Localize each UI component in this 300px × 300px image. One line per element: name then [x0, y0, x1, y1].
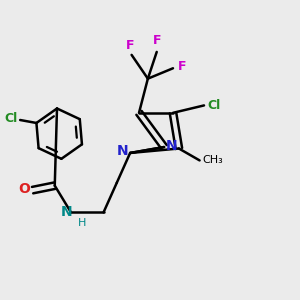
Text: Cl: Cl — [207, 99, 220, 112]
Text: O: O — [18, 182, 30, 196]
Text: F: F — [126, 39, 134, 52]
Text: F: F — [177, 60, 186, 73]
Text: Cl: Cl — [4, 112, 18, 125]
Text: N: N — [166, 139, 177, 152]
Text: CH₃: CH₃ — [202, 155, 223, 165]
Text: F: F — [152, 34, 161, 47]
Text: H: H — [77, 218, 86, 228]
Text: N: N — [117, 145, 129, 158]
Text: N: N — [61, 206, 73, 219]
